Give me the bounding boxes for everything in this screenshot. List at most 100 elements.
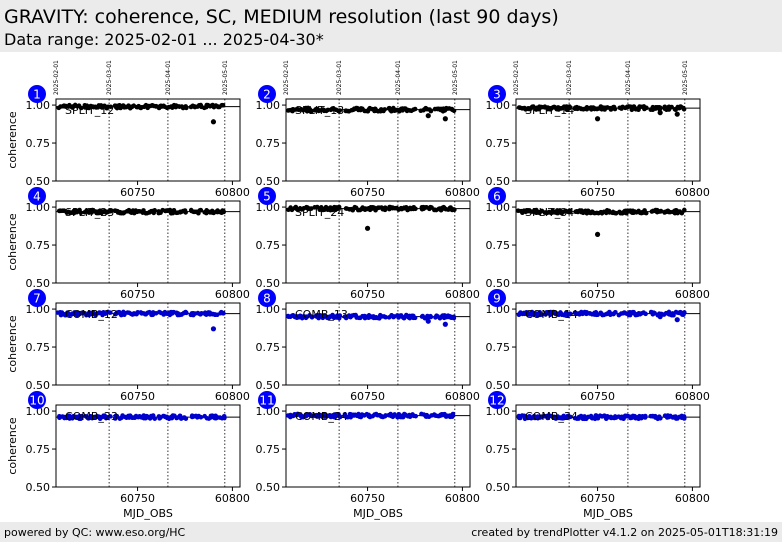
panel-number-badge — [28, 391, 46, 409]
footer-created: created by trendPlotter v4.1.2 on 2025-0… — [471, 526, 778, 539]
y-tick-label: 1.00 — [256, 99, 281, 112]
y-tick-label: 1.00 — [26, 99, 51, 112]
y-tick-label: 0.75 — [486, 137, 511, 150]
outlier-point — [425, 318, 431, 324]
data-point — [122, 312, 127, 317]
y-axis-label: coherence — [6, 213, 19, 271]
y-tick-label: 0.75 — [256, 341, 281, 354]
data-point — [451, 108, 457, 114]
data-point — [183, 416, 189, 421]
outlier-point — [442, 116, 448, 122]
y-tick-label: 0.75 — [256, 137, 281, 150]
panel-label: COMB_23 — [65, 410, 118, 423]
y-tick-label: 1.00 — [486, 405, 511, 418]
data-range-subtitle: Data range: 2025-02-01 ... 2025-04-30* — [4, 30, 324, 49]
data-point — [643, 311, 648, 317]
y-tick-label: 0.50 — [486, 175, 511, 188]
data-point — [198, 414, 204, 420]
data-point — [452, 207, 457, 213]
date-label: 2025-03-01 — [336, 60, 343, 95]
panel-number-badge — [258, 289, 276, 307]
data-point — [681, 416, 687, 421]
data-point — [658, 415, 663, 421]
y-tick-label: 1.00 — [486, 201, 511, 214]
panel-10: 0.50 0.75 1.00 60750 60800 coherence MJD_OBS CO… — [6, 391, 250, 520]
panel-label: SPLIT_24 — [295, 206, 344, 219]
x-tick-label: 60800 — [675, 390, 710, 403]
y-axis-label: coherence — [6, 417, 19, 475]
panel-number: 5 — [263, 190, 271, 204]
data-point — [682, 310, 687, 315]
date-label: 2025-05-01 — [682, 60, 689, 95]
x-tick-label: 60750 — [580, 492, 615, 505]
y-tick-label: 1.00 — [26, 405, 51, 418]
panel-2: 2025-02-01 2025-03-01 2025-04-01 2025-05-01… — [256, 60, 480, 199]
data-point — [450, 411, 456, 417]
data-point — [336, 316, 342, 321]
y-tick-label: 1.00 — [26, 303, 51, 316]
data-point — [669, 104, 674, 110]
panel-number: 7 — [33, 292, 41, 306]
data-point — [78, 105, 84, 111]
panel-label: SPLIT_34 — [525, 206, 574, 219]
panel-5: 0.50 0.75 1.00 60750 60800 SPLIT_24 5 — [256, 187, 480, 301]
date-label: 2025-02-01 — [283, 60, 290, 95]
panel-number-badge — [28, 289, 46, 307]
y-tick-label: 0.50 — [486, 277, 511, 290]
panel-number-badge — [258, 391, 276, 409]
panel-label: COMB_24 — [295, 410, 348, 423]
data-point — [342, 412, 348, 417]
data-point — [658, 209, 664, 214]
panel-4: 0.50 0.75 1.00 60750 60800 coherence SPLIT_23 4 — [6, 187, 250, 301]
panel-label: COMB_13 — [295, 308, 348, 321]
data-point — [568, 311, 573, 317]
data-point — [644, 105, 649, 111]
y-tick-label: 0.50 — [256, 481, 281, 494]
panel-label: COMB_34 — [525, 410, 578, 423]
y-tick-label: 0.50 — [26, 175, 51, 188]
y-tick-label: 0.50 — [256, 277, 281, 290]
panel-number: 8 — [263, 292, 271, 306]
plot-frame — [285, 200, 471, 284]
panel-11: 0.50 0.75 1.00 60750 60800 MJD_OBS COMB_24 11 — [256, 391, 480, 520]
data-point — [568, 414, 573, 420]
data-point — [182, 208, 188, 213]
panel-number-badge — [488, 289, 506, 307]
y-tick-label: 0.75 — [486, 443, 511, 456]
data-point — [413, 206, 418, 212]
outlier-point — [364, 225, 371, 231]
data-point — [567, 104, 572, 109]
x-tick-label: 60750 — [350, 288, 385, 301]
date-label: 2025-04-01 — [165, 60, 172, 95]
data-point — [337, 413, 342, 419]
panel-number-badge — [488, 391, 506, 409]
y-tick-label: 0.50 — [26, 277, 51, 290]
data-point — [382, 413, 388, 419]
data-point — [671, 312, 676, 318]
x-tick-label: 60800 — [445, 390, 480, 403]
x-axis-label: MJD_OBS — [353, 507, 403, 520]
x-tick-label: 60800 — [215, 186, 250, 199]
data-point — [428, 108, 434, 114]
data-point — [220, 102, 226, 108]
outlier-point — [674, 317, 680, 323]
panel-number: 11 — [259, 394, 274, 408]
plot-frame — [55, 98, 241, 182]
outlier-point — [594, 231, 601, 238]
outlier-point — [210, 326, 217, 332]
data-point — [337, 108, 343, 113]
x-tick-label: 60750 — [350, 186, 385, 199]
data-point — [183, 309, 188, 315]
date-label: 2025-05-01 — [452, 60, 459, 95]
x-tick-label: 60750 — [580, 186, 615, 199]
outlier-point — [657, 314, 663, 320]
data-point — [383, 314, 388, 320]
data-point — [198, 207, 204, 213]
data-point — [413, 413, 419, 419]
panel-12: 0.50 0.75 1.00 60750 60800 MJD_OBS COMB_34 12 — [486, 391, 710, 520]
date-label: 2025-04-01 — [625, 60, 632, 95]
y-tick-label: 0.75 — [486, 341, 511, 354]
data-point — [108, 104, 113, 110]
header-bar: GRAVITY: coherence, SC, MEDIUM resolutio… — [0, 0, 782, 52]
y-tick-label: 0.75 — [256, 443, 281, 456]
